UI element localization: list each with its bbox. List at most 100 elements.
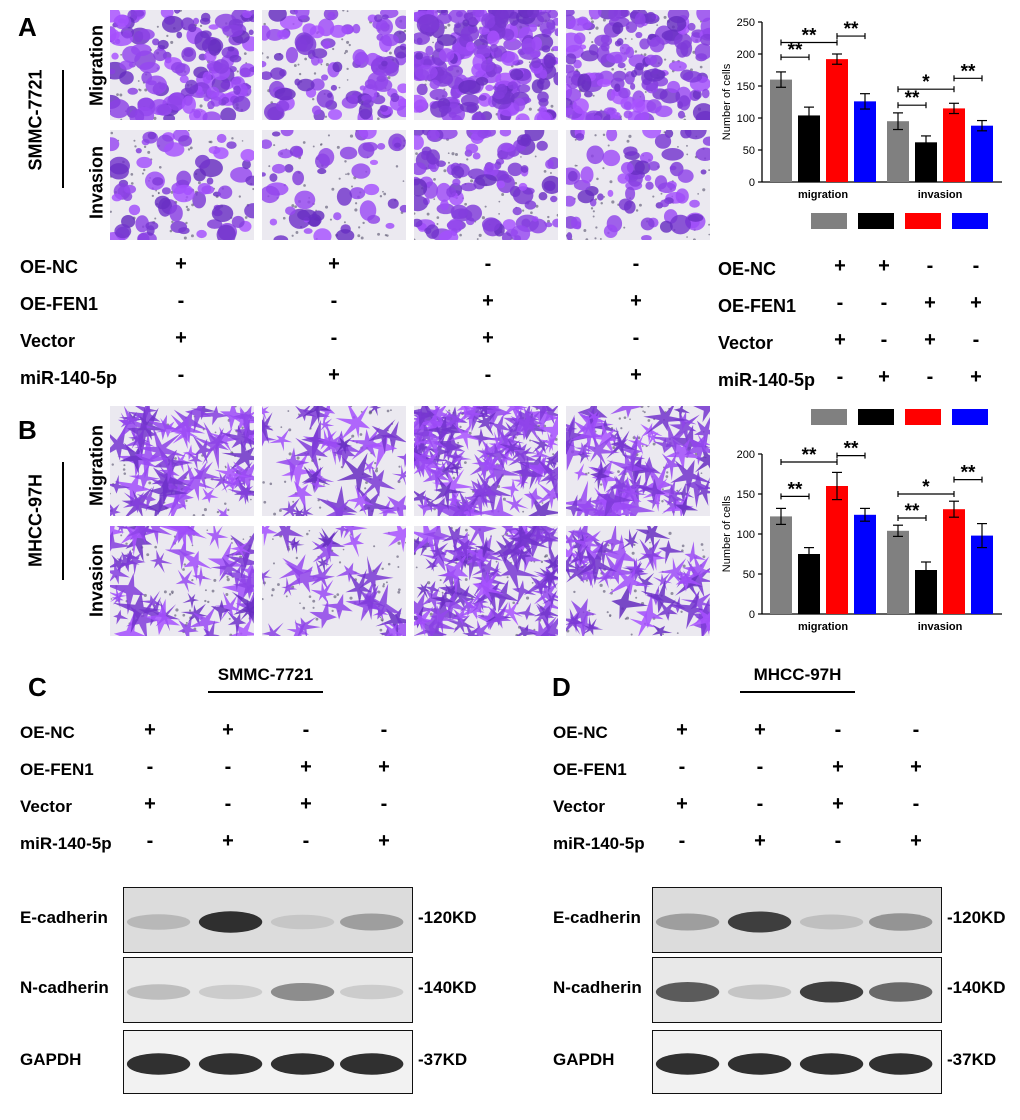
micrograph-b-invasion-4-image [566, 526, 710, 636]
band-d-e-cadherin-lane-4 [869, 913, 933, 931]
bar-chart-b: 0 50 100 150 200 Number of cells migration inva… [721, 440, 1002, 633]
condition-sign-1-2: + [328, 253, 340, 275]
bar-invasion-3 [943, 108, 965, 182]
condition-label-mir-140-5p: miR-140-5p [553, 834, 645, 853]
micrograph-b-migration-1 [110, 406, 254, 516]
condition-sign-2-1: - [678, 756, 686, 778]
blot-image-c-gapdh [124, 1031, 412, 1093]
band-d-n-cadherin-lane-4 [869, 982, 933, 1002]
legend-swatch-3 [905, 409, 941, 425]
band-d-n-cadherin-lane-1 [655, 982, 720, 1002]
significance-label: ** [788, 40, 803, 61]
micrograph-a-migration-1-image [110, 10, 254, 120]
blot-image-c-n-cadherin [124, 958, 412, 1022]
condition-sign-3-2: - [756, 793, 764, 815]
bar-migration-1 [770, 516, 792, 614]
condition-sign-3-3: + [482, 327, 494, 349]
micrograph-a-invasion-1 [110, 130, 254, 240]
y-tick-label: 100 [737, 529, 755, 541]
y-tick-label: 200 [737, 449, 755, 461]
condition-sign-1-1: + [144, 719, 156, 741]
condition-sign-4-4: + [378, 830, 390, 852]
bar-migration-2 [798, 115, 820, 182]
band-d-gapdh-lane-4 [869, 1053, 933, 1075]
band-d-gapdh-lane-2 [727, 1053, 792, 1075]
condition-sign-4-3: - [834, 830, 842, 852]
size-marker-c-gapdh: -37KD [418, 1050, 468, 1069]
blot-image-d-gapdh [653, 1031, 941, 1093]
condition-sign-4-2: + [222, 830, 234, 852]
cell-line-label-b: MHCC-97H [25, 474, 46, 568]
condition-sign-2-2: - [756, 756, 764, 778]
y-tick-label: 200 [737, 49, 755, 61]
bar-migration-2 [798, 554, 820, 614]
band-c-gapdh-lane-1 [126, 1053, 191, 1075]
y-tick-label: 150 [737, 489, 755, 501]
y-axis-label: Number of cells [721, 495, 733, 572]
significance-label: ** [961, 463, 976, 484]
bar-invasion-2 [915, 570, 937, 614]
size-marker-d-e-cadherin: -120KD [947, 908, 1006, 927]
y-axis-label: Number of cells [721, 63, 733, 140]
condition-sign-3-1: + [144, 793, 156, 815]
condition-label-mir-140-5p: miR-140-5p [20, 368, 118, 388]
micrograph-b-migration-3 [414, 406, 558, 516]
condition-sign-3-4: - [380, 793, 388, 815]
legend-swatch-4 [952, 213, 988, 229]
micrograph-a-migration-4-image [566, 10, 710, 120]
condition-sign-1-3: - [484, 253, 492, 275]
condition-sign-3-3: + [832, 793, 844, 815]
micrograph-b-invasion-1-image [110, 526, 254, 636]
condition-sign-2-4: + [970, 292, 982, 314]
condition-sign-1-1: + [676, 719, 688, 741]
band-label-c-n-cadherin: N-cadherin [20, 978, 109, 997]
condition-sign-2-3: + [832, 756, 844, 778]
legend-swatch-3 [905, 213, 941, 229]
micrograph-a-invasion-2 [262, 130, 406, 240]
condition-sign-2-2: - [330, 290, 338, 312]
significance-label: ** [802, 445, 817, 466]
micrograph-b-migration-2-image [262, 406, 406, 516]
bar-migration-1 [770, 79, 792, 182]
band-c-e-cadherin-lane-1 [126, 914, 191, 930]
significance-label: ** [788, 479, 803, 500]
x-category-label-migration: migration [798, 621, 848, 633]
migration-label-b: Migration [86, 425, 107, 506]
cell-line-underline-d [740, 691, 855, 693]
bar-invasion-1 [887, 530, 909, 614]
condition-sign-1-1: + [175, 253, 187, 275]
condition-sign-2-4: + [378, 756, 390, 778]
condition-label-mir-140-5p: miR-140-5p [20, 834, 112, 853]
condition-label-vector: Vector [718, 333, 774, 353]
legend-swatch-2 [858, 213, 894, 229]
condition-label-oe-fen1: OE-FEN1 [20, 760, 94, 779]
condition-sign-1-4: - [632, 253, 640, 275]
band-c-n-cadherin-lane-1 [126, 984, 191, 1000]
condition-label-oe-nc: OE-NC [20, 723, 75, 742]
band-label-d-gapdh: GAPDH [553, 1050, 615, 1069]
panel-letter-c: C [28, 672, 47, 702]
significance-label: * [922, 477, 930, 498]
band-label-d-n-cadherin: N-cadherin [553, 978, 642, 997]
condition-label-oe-fen1: OE-FEN1 [718, 296, 797, 316]
condition-label-oe-nc: OE-NC [718, 259, 776, 279]
band-d-e-cadherin-lane-1 [655, 913, 720, 931]
panel-letter-d: D [552, 672, 571, 702]
condition-sign-4-4: + [970, 366, 982, 388]
condition-sign-2-3: + [482, 290, 494, 312]
micrograph-a-migration-2 [262, 10, 406, 120]
condition-sign-3-2: - [880, 329, 888, 351]
micrograph-b-invasion-4 [566, 526, 710, 636]
micrograph-a-migration-3-image [414, 10, 558, 120]
condition-label-vector: Vector [553, 797, 605, 816]
significance-label: ** [905, 88, 920, 109]
condition-sign-4-1: - [836, 366, 844, 388]
condition-sign-4-4: + [910, 830, 922, 852]
condition-label-vector: Vector [20, 797, 72, 816]
blot-image-d-e-cadherin [653, 888, 941, 952]
size-marker-d-gapdh: -37KD [947, 1050, 997, 1069]
size-marker-c-n-cadherin: -140KD [418, 978, 477, 997]
invasion-label-b: Invasion [86, 543, 107, 618]
micrograph-b-migration-4 [566, 406, 710, 516]
condition-sign-1-1: + [834, 255, 846, 277]
